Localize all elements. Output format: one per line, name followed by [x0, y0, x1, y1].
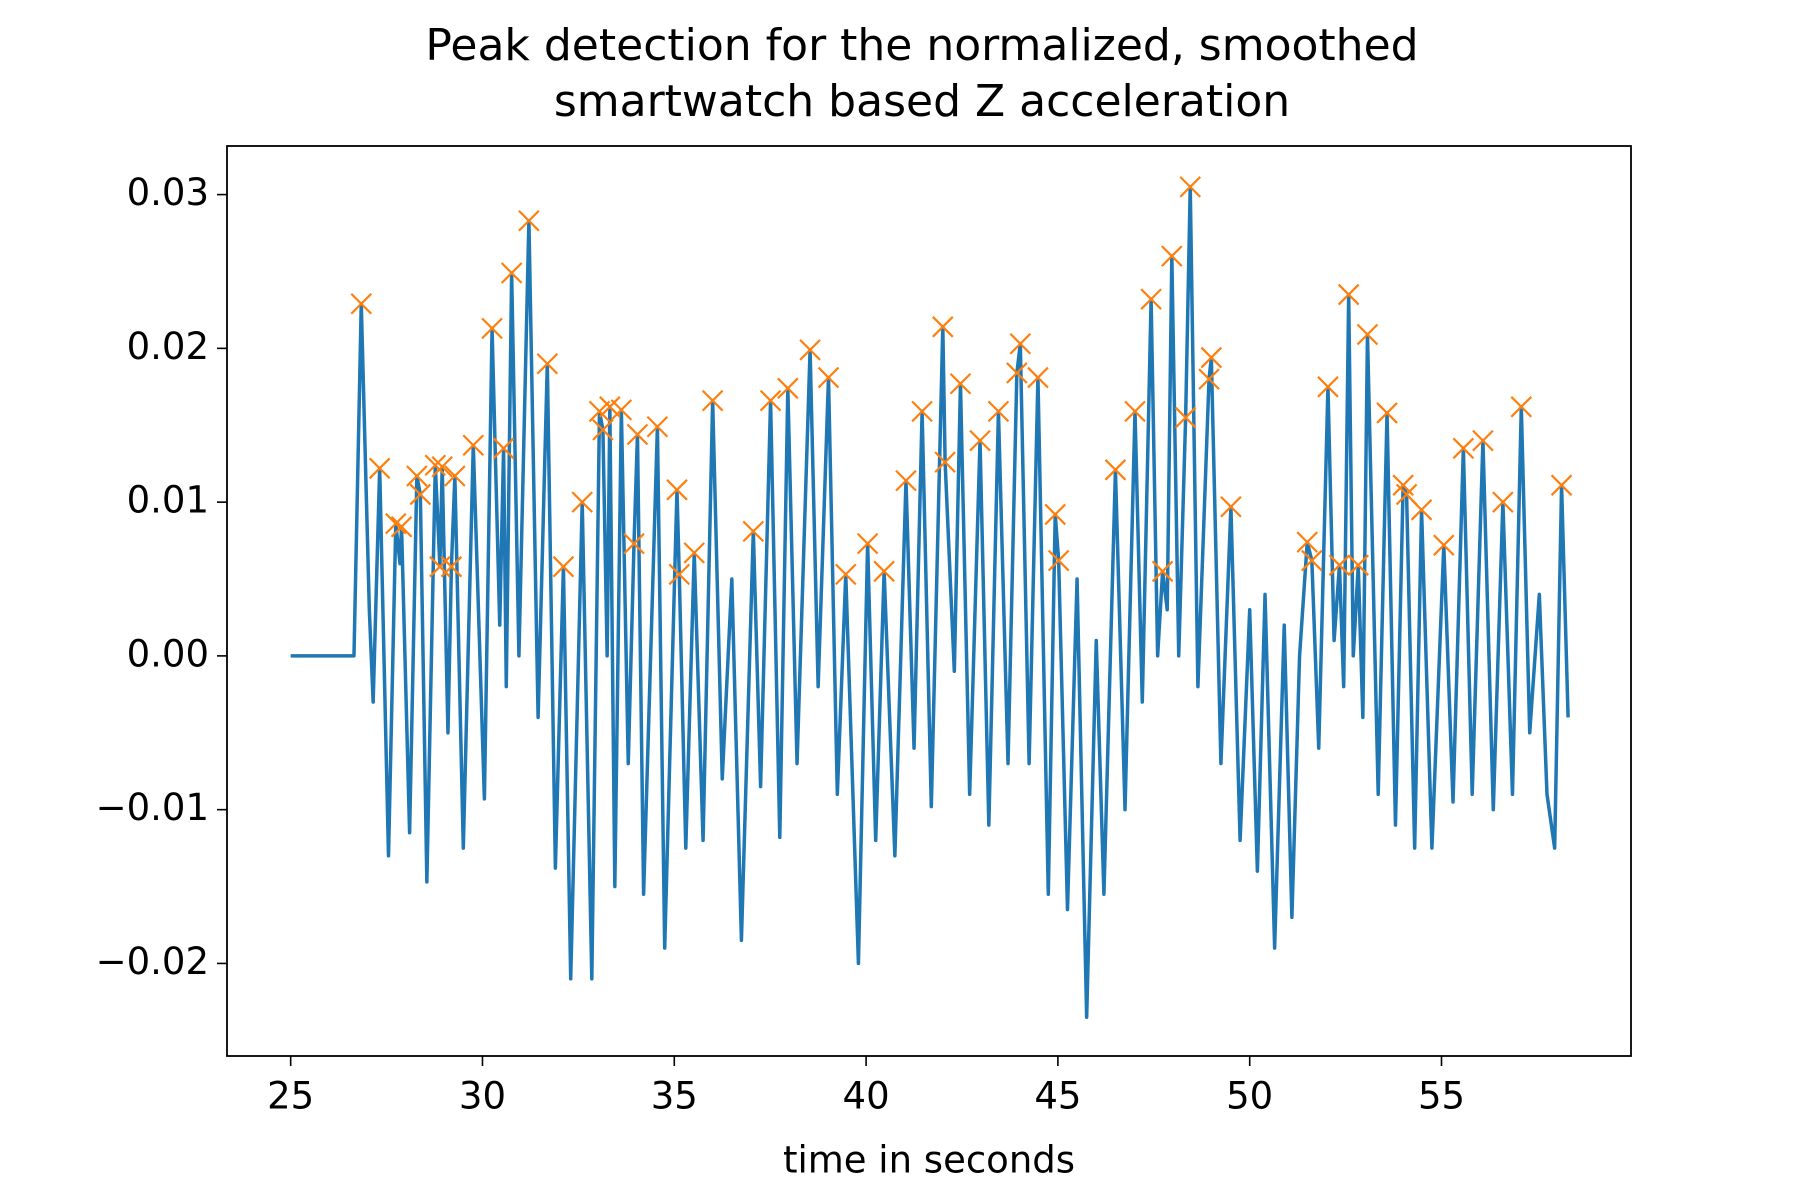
peak-marker	[1044, 503, 1066, 526]
peak-marker	[1198, 368, 1220, 390]
x-tick-label: 45	[1034, 1075, 1081, 1118]
x-tick-label: 30	[459, 1075, 506, 1118]
peak-marker	[588, 400, 611, 423]
peak-marker	[431, 455, 453, 478]
peak-marker	[856, 532, 879, 555]
peak-marker	[406, 465, 428, 487]
y-tick-label: 0.03	[127, 171, 209, 214]
peak-marker	[934, 451, 956, 473]
peak-marker	[500, 262, 523, 284]
peak-marker	[1337, 283, 1360, 306]
y-tick-label: −0.01	[96, 786, 209, 829]
peak-marker	[571, 491, 593, 513]
peak-marker	[1328, 554, 1351, 576]
peak-marker	[1317, 376, 1339, 398]
peak-marker	[536, 352, 559, 375]
peak-marker	[552, 555, 575, 578]
peak-marker	[623, 532, 645, 555]
peak-marker	[911, 400, 933, 423]
peak-marker	[987, 400, 1010, 423]
x-tick-label: 50	[1226, 1075, 1273, 1118]
y-tick-label: 0.00	[127, 632, 209, 675]
peak-marker	[424, 454, 447, 477]
peak-marker	[1452, 437, 1475, 460]
peak-marker	[1161, 245, 1183, 267]
peak-marker	[683, 542, 706, 564]
y-tick-label: 0.02	[127, 325, 209, 368]
peak-marker	[817, 366, 840, 389]
peak-marker	[873, 560, 895, 583]
peak-marker	[492, 437, 515, 460]
peak-marker	[409, 483, 432, 506]
peak-marker	[1006, 362, 1028, 384]
peak-marker	[390, 515, 413, 538]
peak-marker	[668, 563, 691, 586]
peak-marker	[949, 372, 972, 395]
peak-marker	[440, 555, 463, 578]
peak-marker	[518, 209, 540, 232]
chart-subtitle: smartwatch based Z acceleration	[554, 76, 1290, 127]
peak-marker	[481, 317, 503, 340]
chart-title: Peak detection for the normalized, smoot…	[425, 20, 1418, 71]
peak-marker	[1174, 406, 1197, 429]
peak-marker	[666, 479, 688, 501]
y-tick-label: 0.01	[127, 479, 209, 522]
peak-marker	[1027, 366, 1049, 389]
peak-marker	[368, 457, 391, 480]
peak-marker	[1356, 323, 1379, 346]
peak-marker	[350, 292, 373, 315]
peak-marker	[429, 555, 451, 578]
peak-marker	[1376, 402, 1398, 424]
peak-marker	[932, 316, 954, 338]
peak-marker	[799, 339, 821, 361]
peak-marker	[742, 520, 765, 543]
peak-marker	[834, 563, 857, 586]
x-tick-label: 25	[267, 1075, 314, 1118]
peak-marker	[385, 512, 407, 535]
y-tick-label: −0.02	[96, 940, 209, 983]
peak-marker	[1047, 549, 1070, 572]
x-tick-label: 40	[843, 1075, 890, 1118]
peak-marker	[1433, 534, 1455, 556]
peak-marker	[592, 419, 614, 441]
peak-marker	[701, 389, 724, 412]
peak-marker	[1347, 554, 1370, 576]
peak-marker	[1124, 400, 1146, 423]
peak-marker	[777, 377, 799, 400]
peak-marker	[1179, 176, 1202, 198]
peak-marker	[1220, 495, 1242, 518]
peak-marker	[462, 434, 485, 457]
peak-marker	[1151, 560, 1174, 583]
peak-marker	[626, 423, 649, 446]
peak-marker	[1296, 531, 1319, 553]
peak-marker	[1492, 491, 1514, 513]
x-tick-label: 35	[651, 1075, 698, 1118]
signal-line	[290, 185, 1570, 1019]
peak-marker	[1301, 549, 1323, 572]
peak-marker	[646, 416, 669, 438]
plot-frame	[226, 145, 1632, 1057]
peak-marker	[1104, 459, 1127, 481]
peak-marker	[1140, 288, 1162, 310]
peak-marker	[1472, 429, 1494, 452]
peak-marker	[969, 429, 991, 452]
peak-marker	[895, 469, 917, 492]
peak-marker	[759, 389, 782, 412]
peak-marker	[1200, 346, 1223, 369]
peak-marker	[1009, 332, 1032, 355]
peak-marker	[1510, 396, 1533, 418]
x-axis-label: time in seconds	[783, 1139, 1075, 1182]
peak-marker	[610, 399, 633, 421]
peak-marker	[1550, 474, 1573, 496]
x-tick-label: 55	[1418, 1075, 1465, 1118]
peak-marker	[444, 465, 466, 487]
peak-marker	[1410, 499, 1433, 521]
